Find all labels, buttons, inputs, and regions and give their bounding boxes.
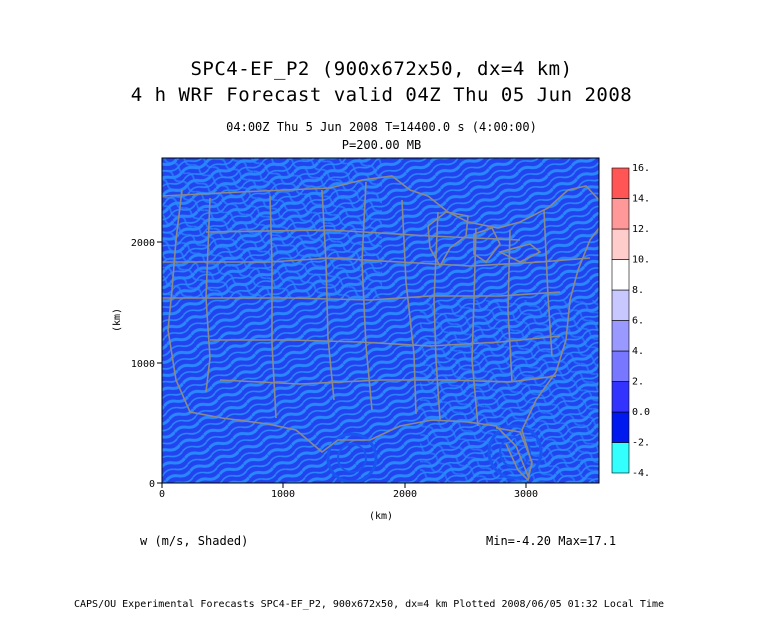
colorbar-segment	[611, 411, 630, 443]
x-axis-label: (km)	[369, 511, 393, 522]
colorbar-segment	[611, 320, 630, 352]
colorbar-label: 4.	[632, 346, 644, 357]
colorbar-label: 8.	[632, 285, 644, 296]
colorbar-label: 6.	[632, 316, 644, 327]
colorbar-segment	[611, 228, 630, 260]
x-tick-label: 1000	[271, 489, 295, 500]
plot-subtitle-forecast: 4 h WRF Forecast valid 04Z Thu 05 Jun 20…	[130, 84, 633, 106]
colorbar-segment	[611, 442, 630, 474]
colorbar-label: -4.	[632, 468, 650, 479]
colorbar-segment	[611, 259, 630, 291]
colorbar-label: 2.	[632, 377, 644, 388]
x-tick-label: 3000	[514, 489, 538, 500]
colorbar-segment	[611, 167, 630, 199]
x-tick-label: 0	[159, 489, 165, 500]
y-axis-label: (km)	[112, 308, 123, 332]
colorbar-label: 12.	[632, 224, 650, 235]
plot-title: SPC4-EF_P2 (900x672x50, dx=4 km)	[190, 58, 573, 80]
y-tick-label: 1000	[131, 359, 155, 370]
colorbar-segment	[611, 350, 630, 382]
colorbar-label: -2.	[632, 438, 650, 449]
x-tick-label: 2000	[393, 489, 417, 500]
colorbar-segment	[611, 198, 630, 230]
colorbar-segment	[611, 381, 630, 413]
pressure-level-label: P=200.00 MB	[341, 138, 422, 152]
y-tick-label: 0	[149, 479, 155, 490]
footer-credit: CAPS/OU Experimental Forecasts SPC4-EF_P…	[74, 599, 665, 610]
colorbar-label: 14.	[632, 194, 650, 205]
x-axis: 0 1000 2000 3000 (km)	[159, 483, 538, 522]
y-tick-label: 2000	[131, 238, 155, 249]
state-boundaries	[162, 175, 599, 482]
valid-time-label: 04:00Z Thu 5 Jun 2008 T=14400.0 s (4:00:…	[226, 120, 537, 134]
colorbar-label: 0.0	[632, 407, 650, 418]
colorbar: -4. -2. 0.0 2. 4. 6. 8. 10. 12. 14. 16.	[611, 163, 650, 479]
colorbar-label: 16.	[632, 163, 650, 174]
variable-label: w (m/s, Shaded)	[140, 534, 249, 548]
colorbar-segment	[611, 289, 630, 321]
map-frame	[161, 157, 600, 484]
colorbar-label: 10.	[632, 255, 650, 266]
y-axis: 0 1000 2000 (km)	[112, 238, 162, 490]
min-max-label: Min=-4.20 Max=17.1	[486, 534, 617, 548]
map-panel	[161, 157, 600, 484]
